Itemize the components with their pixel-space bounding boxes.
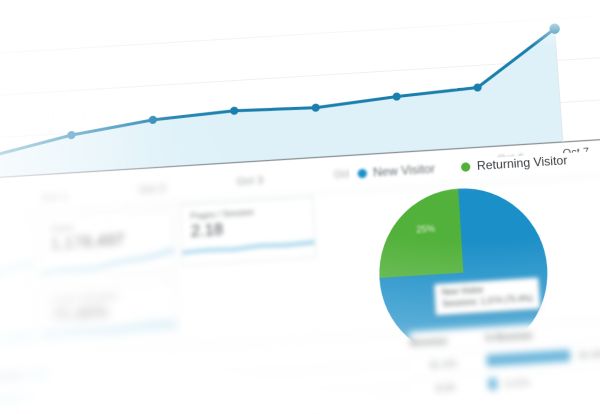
metric-card-pages-per-session[interactable]: Pages / Session 2.18 bbox=[179, 195, 317, 267]
cell-percent: 90.48% bbox=[578, 348, 600, 361]
x-axis-label-oct2: Oct 2 bbox=[139, 182, 167, 197]
cell-source[interactable]: google bbox=[0, 394, 16, 408]
cell-percent: 9.52% bbox=[504, 376, 531, 390]
legend-swatch-green bbox=[461, 161, 472, 172]
x-axis-label-oct3: Oct 3 bbox=[236, 174, 264, 189]
revenue-bar bbox=[486, 349, 571, 367]
revenue-bar bbox=[487, 377, 498, 391]
column-header-percent-revenue: % Revenue bbox=[484, 329, 533, 344]
sparkline-icon bbox=[0, 256, 33, 291]
metric-card-users[interactable]: Users 1,178,497 bbox=[39, 208, 176, 280]
metric-card-new-sessions[interactable]: % New Sessions 75.46% bbox=[40, 279, 178, 346]
metric-card-sessions[interactable]: Sessions 1,431 bbox=[0, 221, 35, 293]
legend-label: New Visitor bbox=[372, 161, 436, 180]
column-header-revenue: Revenue bbox=[409, 335, 448, 349]
sparkline-icon bbox=[0, 321, 34, 357]
legend-swatch-blue bbox=[357, 168, 368, 178]
x-axis-label-oct1: Oct 1 bbox=[41, 190, 69, 205]
metric-card-label: Pages / Session bbox=[190, 206, 254, 221]
cell-revenue: $186 bbox=[435, 381, 456, 394]
pie-slice-label-returning: 25% bbox=[416, 223, 436, 235]
metric-card-bounce-rate[interactable]: Bounce Rate 48.29% bbox=[0, 292, 35, 358]
cell-revenue: $1,431 bbox=[429, 357, 458, 371]
column-header-source: Source bbox=[0, 369, 20, 383]
metric-card-label: Users bbox=[50, 222, 74, 235]
